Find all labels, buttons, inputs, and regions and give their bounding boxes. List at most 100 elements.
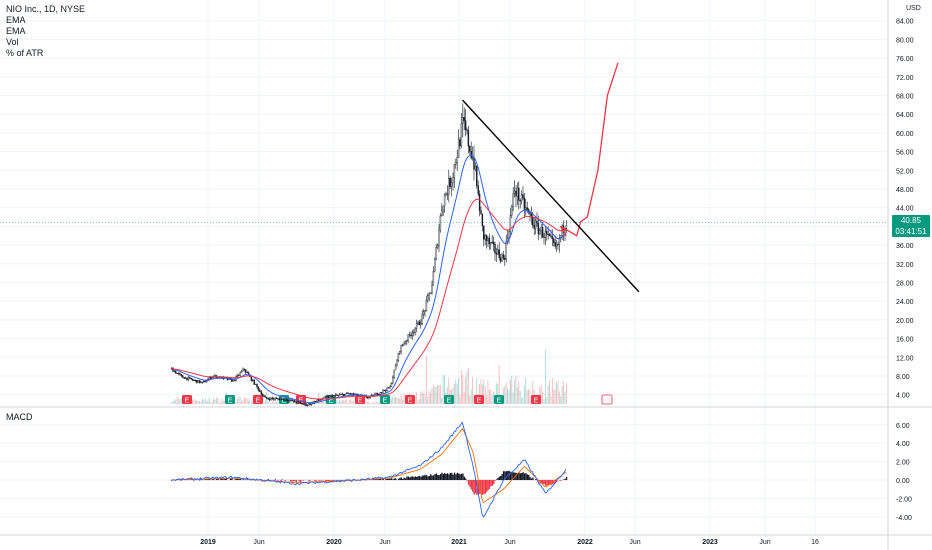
candle-body <box>309 403 311 405</box>
candle-body <box>414 328 416 333</box>
candle-body <box>387 387 390 389</box>
candle-body <box>425 299 428 311</box>
candle-body <box>208 377 211 380</box>
candle-body <box>485 235 488 242</box>
macd-histogram-bar <box>301 480 303 481</box>
candle-body <box>551 236 554 240</box>
candle-body <box>201 381 204 383</box>
y-tick-label: 8.00 <box>896 374 910 381</box>
volume-bar <box>172 401 174 404</box>
macd-histogram-bar <box>193 480 195 481</box>
volume-bar <box>372 401 374 404</box>
macd-histogram-bar <box>459 474 461 480</box>
macd-histogram-bar <box>540 480 542 483</box>
candle-body <box>267 398 269 400</box>
candle-body <box>484 235 486 240</box>
candle-body <box>250 376 253 381</box>
macd-histogram-bar <box>386 478 388 480</box>
volume-bar <box>490 388 492 404</box>
candle-body <box>459 139 461 147</box>
legend-indicator[interactable]: EMA <box>6 26 26 36</box>
candle-body <box>366 397 369 399</box>
macd-histogram-bar <box>222 479 225 480</box>
macd-histogram-bar <box>413 476 415 480</box>
volume-bar <box>374 403 375 404</box>
candle-body <box>260 391 262 395</box>
macd-histogram-bar <box>250 480 253 481</box>
candle-body <box>406 340 408 342</box>
volume-bar <box>341 399 343 404</box>
macd-histogram-bar <box>284 480 286 481</box>
y-tick-label: -2.00 <box>896 496 912 503</box>
grid <box>0 0 888 535</box>
macd-histogram-bar <box>326 480 328 482</box>
macd-histogram-bar <box>280 480 282 482</box>
y-tick-label: 60.00 <box>896 131 914 138</box>
candle-body <box>205 380 208 383</box>
macd-histogram-bar <box>469 480 471 488</box>
price-badge: 40.85 03:41:51 <box>892 215 930 237</box>
volume-bar <box>487 379 489 404</box>
volume-bar <box>348 399 350 404</box>
candle-body <box>516 187 519 197</box>
macd-histogram-bar <box>444 472 446 480</box>
candle-body <box>400 344 402 352</box>
macd-histogram-bar <box>515 472 517 480</box>
volume-bar <box>430 392 431 404</box>
macd-histogram-bar <box>532 477 534 480</box>
candle-body <box>172 367 174 372</box>
volume-bar <box>504 386 506 404</box>
earnings-marker <box>405 395 415 404</box>
volume-bar <box>459 394 461 404</box>
volume-bar <box>519 390 521 404</box>
legend-title: NIO Inc., 1D, NYSE <box>6 4 86 14</box>
legend-indicator[interactable]: % of ATR <box>6 48 44 58</box>
volume-bar <box>466 371 468 404</box>
candle-body <box>478 193 481 211</box>
volume-bar <box>448 377 450 404</box>
macd-histogram-bar <box>544 480 547 486</box>
volume-bar <box>250 401 252 404</box>
candle-body <box>303 403 306 405</box>
macd-histogram-bar <box>441 472 443 480</box>
candle-body <box>302 403 304 405</box>
macd-histogram-bar <box>480 480 482 495</box>
legend-indicator[interactable]: EMA <box>6 15 26 25</box>
macd-histogram-bar <box>462 473 464 480</box>
candle-body <box>498 249 500 258</box>
macd-histogram-bar <box>483 480 485 495</box>
macd-histogram-bar <box>504 471 506 480</box>
volume-bar <box>392 396 394 404</box>
candle-body <box>394 364 397 371</box>
price-badge-countdown: 03:41:51 <box>895 227 927 236</box>
volume-bar <box>484 385 486 404</box>
macd-histogram-bar <box>565 476 568 480</box>
candle-body <box>392 377 394 384</box>
candle-body <box>525 207 527 210</box>
volume-bar <box>542 392 543 404</box>
volume-bar <box>378 402 380 404</box>
candle-body <box>214 375 216 377</box>
candle-body <box>184 377 187 379</box>
candle-body <box>502 254 505 259</box>
volume-bar <box>472 377 473 404</box>
macd-histogram-bar <box>558 480 561 481</box>
macd-histogram-bar <box>449 472 451 480</box>
volume-bar <box>423 393 424 404</box>
macd-label[interactable]: MACD <box>6 412 33 422</box>
volume-bar <box>432 384 434 404</box>
volume-bar <box>465 377 466 404</box>
macd-histogram-bar <box>543 480 545 485</box>
candle-body <box>282 398 285 401</box>
y-tick-label: 12.00 <box>896 355 914 362</box>
macd-histogram-bar <box>224 478 226 480</box>
macd-histogram-bar <box>382 479 384 480</box>
ema-line <box>171 198 567 400</box>
earnings-marker-label: E <box>408 398 413 405</box>
volume-bar <box>556 382 557 404</box>
candle-body <box>177 372 180 374</box>
candle-body <box>474 166 477 170</box>
macd-histogram-bar <box>434 474 436 480</box>
candle-body <box>513 190 516 194</box>
legend-indicator[interactable]: Vol <box>6 37 19 47</box>
